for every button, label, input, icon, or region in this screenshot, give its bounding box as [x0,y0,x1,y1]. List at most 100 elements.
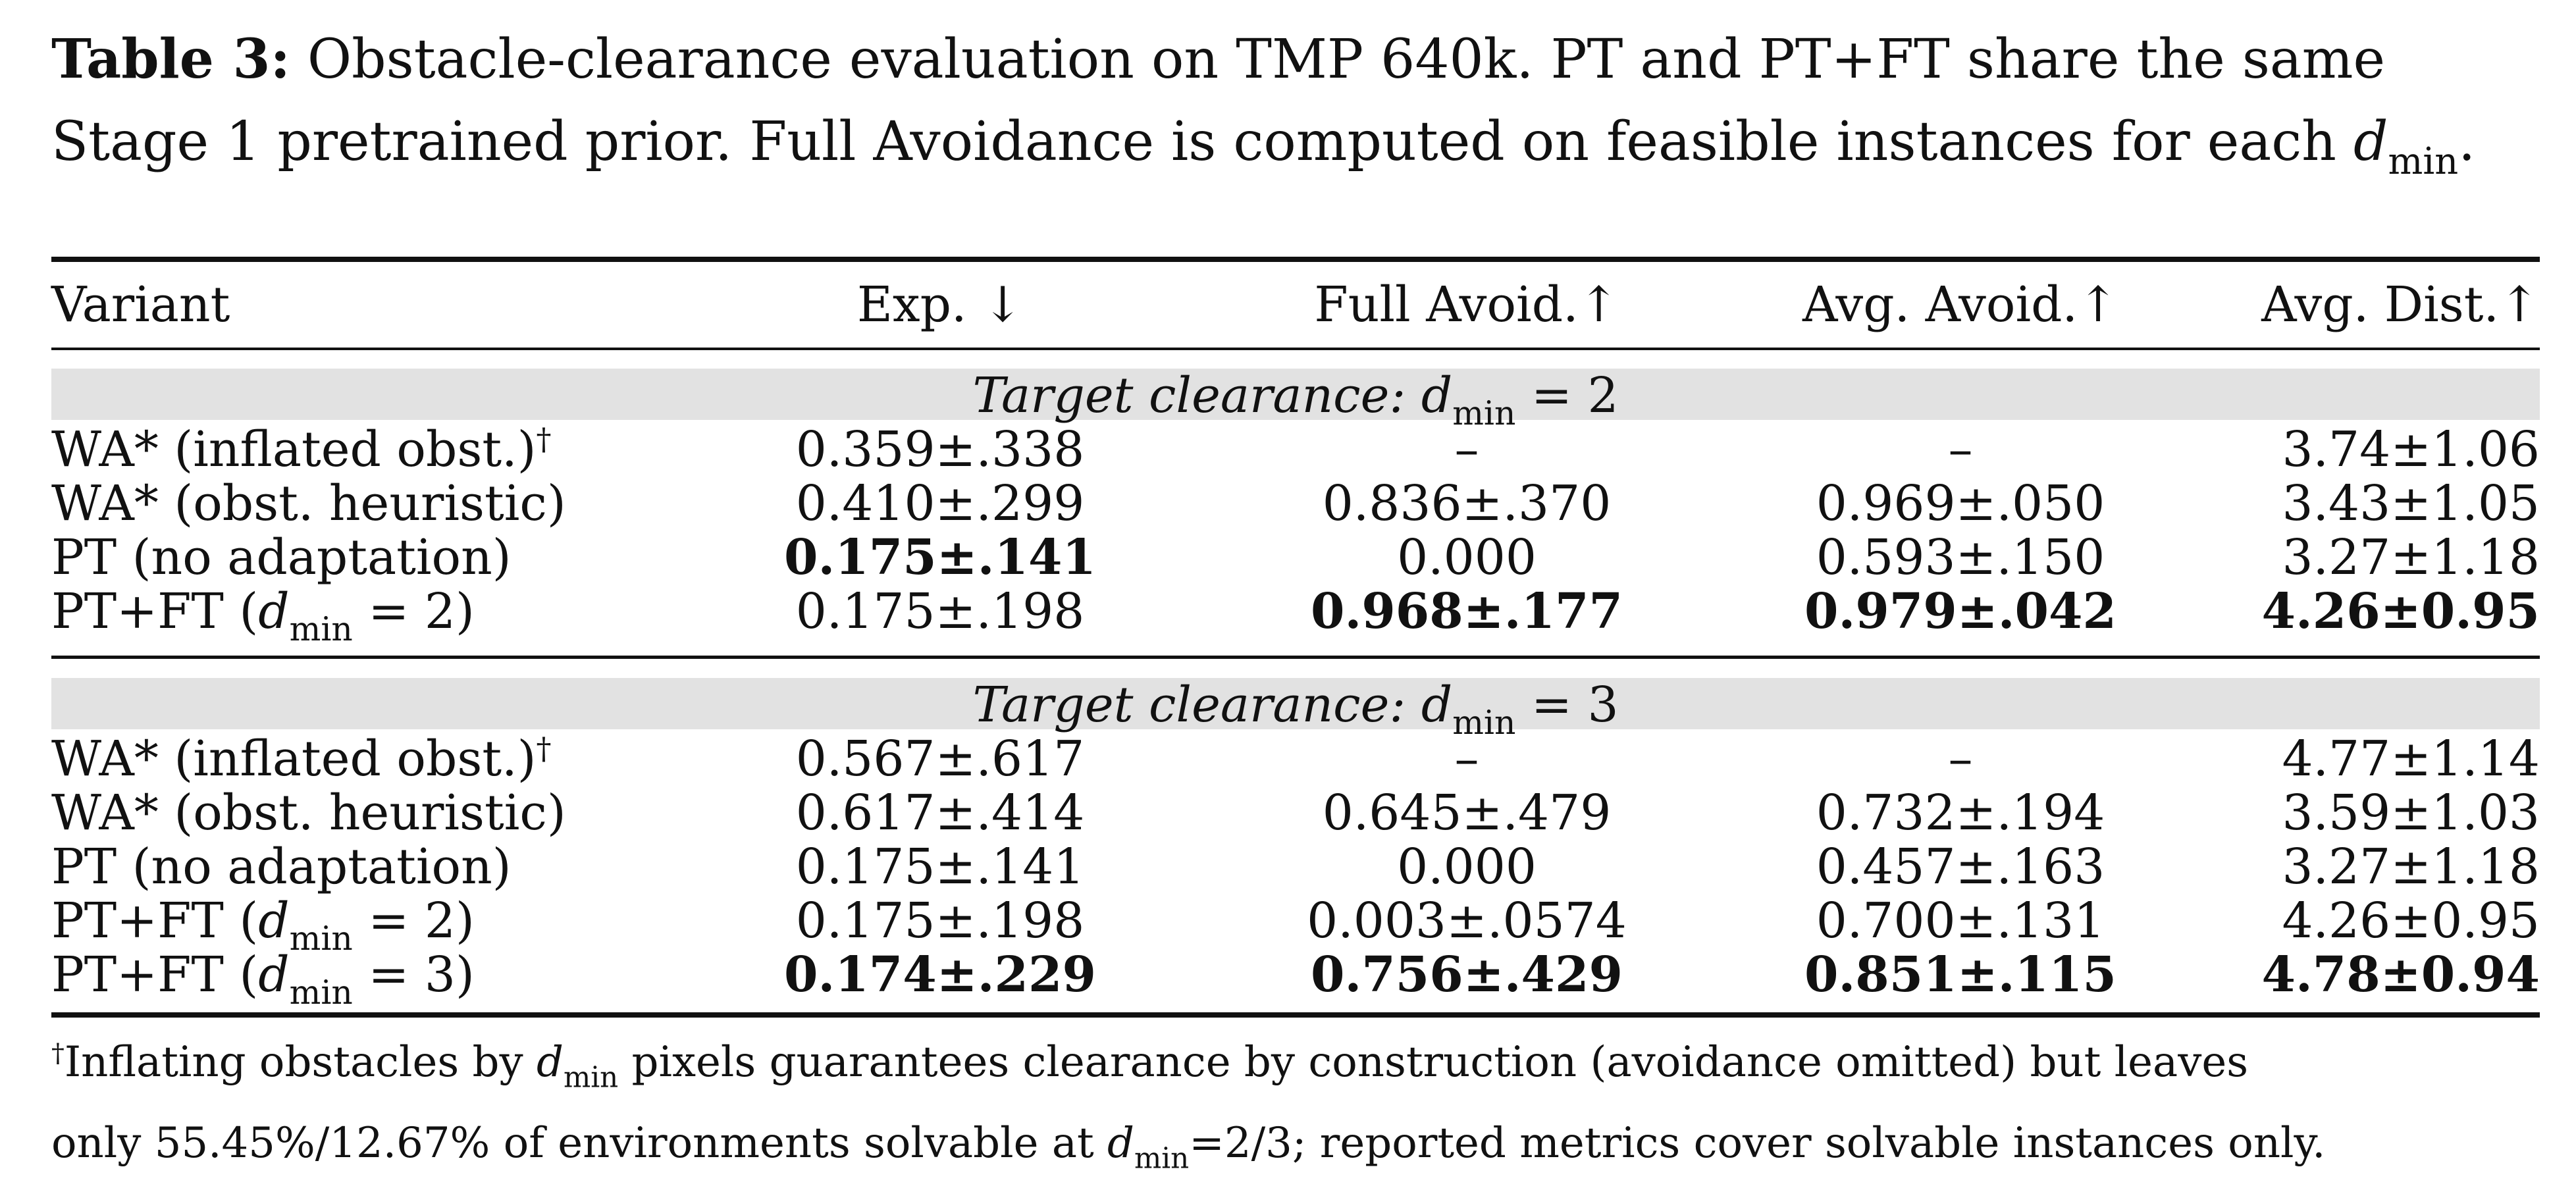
row-exp: 0.175±.141 [784,529,1096,586]
variant-math-sub: min [289,973,353,1012]
row-variant: PT+FT (dmin = 2) [51,893,475,958]
footnote-text-1-end: pixels guarantees clearance by construct… [631,1037,2249,1087]
variant-label-end: = 2) [352,583,475,640]
variant-math-d: d [258,583,290,640]
row-variant: PT (no adaptation) [51,839,512,895]
caption-line-1: Table 3: Obstacle-clearance evaluation o… [51,18,2553,101]
variant-math-sub: min [289,919,353,958]
row-avg-avoid: 0.593±.150 [1816,529,2105,586]
row-avg-dist: 3.59±1.03 [2282,785,2540,841]
group-title-1: Target clearance: dmin = 2 [51,367,2540,432]
variant-math-sub: min [289,609,353,649]
top-rule [51,257,2540,262]
group-title-1-d: d [1421,367,1453,424]
header-variant: Variant [51,276,230,333]
footnote-math-sub-1: min [563,1061,619,1095]
row-variant: PT+FT (dmin = 2) [51,583,475,648]
row-variant: PT+FT (dmin = 3) [51,946,475,1012]
row-avg-dist: 3.27±1.18 [2282,529,2540,586]
footnote-text-2: only 55.45%/12.67% of environments solva… [51,1119,1094,1168]
group-title-2-eq: = 3 [1531,677,1619,733]
bottom-rule [51,1012,2540,1018]
row-full-avoid: 0.000 [1397,529,1537,586]
row-variant: WA* (inflated obst.)† [51,421,551,478]
header-rule [51,348,2540,350]
row-avg-dist: 3.43±1.05 [2282,475,2540,532]
row-exp: 0.617±.414 [795,785,1085,841]
header-avg-avoid: Avg. Avoid.↑ [1802,276,2119,333]
group-band-1 [51,369,2540,420]
row-avg-avoid: 0.851±.115 [1804,946,2116,1003]
variant-label: PT+FT ( [51,893,259,949]
caption-text-1: Obstacle-clearance evaluation on TMP 640… [307,28,2386,91]
variant-math-d: d [258,946,290,1003]
footnote-line-1: †Inflating obstacles by dmin pixels guar… [51,1020,2540,1110]
group-band-2 [51,678,2540,729]
group-title-1-sub: min [1452,394,1516,433]
row-avg-dist: 3.27±1.18 [2282,839,2540,895]
footnote-math-d-2: d [1107,1119,1134,1168]
row-avg-avoid: 0.969±.050 [1816,475,2105,532]
row-exp: 0.410±.299 [795,475,1085,532]
row-exp: 0.174±.229 [784,946,1096,1003]
variant-label: PT+FT ( [51,946,259,1003]
row-avg-dist: 4.26±0.95 [2282,893,2540,949]
row-avg-dist: 3.74±1.06 [2282,421,2540,478]
caption-label: Table 3: [51,28,290,91]
group-title-2-sub: min [1452,703,1516,742]
row-variant: PT (no adaptation) [51,529,512,586]
dagger-mark: † [536,421,552,457]
row-avg-avoid: 0.457±.163 [1816,839,2105,895]
footnote-dagger: † [51,1038,65,1068]
row-exp: 0.175±.198 [795,583,1085,640]
group-title-2-text: Target clearance: [972,677,1406,733]
row-exp: 0.175±.198 [795,893,1085,949]
table-footnote: †Inflating obstacles by dmin pixels guar… [51,1020,2540,1192]
row-full-avoid: – [1454,421,1479,478]
row-full-avoid: 0.836±.370 [1322,475,1612,532]
row-full-avoid: 0.756±.429 [1311,946,1623,1003]
row-full-avoid: 0.645±.479 [1322,785,1612,841]
caption-math-sub: min [2388,140,2459,184]
row-full-avoid: 0.000 [1397,839,1537,895]
header-full-avoid: Full Avoid.↑ [1314,276,1619,333]
group-title-1-eq: = 2 [1531,367,1619,424]
group-title-2-d: d [1421,677,1453,733]
row-avg-avoid: 0.979±.042 [1804,583,2116,640]
row-full-avoid: – [1454,731,1479,787]
row-full-avoid: 0.003±.0574 [1307,893,1627,949]
row-avg-avoid: 0.732±.194 [1816,785,2105,841]
row-variant: WA* (obst. heuristic) [51,785,566,841]
row-avg-dist: 4.77±1.14 [2282,731,2540,787]
group-separator-rule [51,656,2540,659]
row-avg-dist: 4.26±0.95 [2261,583,2540,640]
row-full-avoid: 0.968±.177 [1311,583,1623,640]
variant-label: WA* (inflated obst.) [51,731,537,788]
caption-math-d: d [2353,111,2388,173]
row-avg-dist: 4.78±0.94 [2261,946,2540,1003]
row-variant: WA* (obst. heuristic) [51,475,566,532]
footnote-math-d-1: d [536,1037,564,1087]
footnote-text-2-end: =2/3; reported metrics cover solvable in… [1189,1119,2326,1168]
caption-text-2: Stage 1 pretrained prior. Full Avoidance… [51,111,2336,173]
header-exp: Exp. ↓ [856,276,1024,333]
caption-text-2-end: . [2458,111,2476,173]
row-avg-avoid: 0.700±.131 [1816,893,2105,949]
dagger-mark: † [536,731,552,766]
variant-label-end: = 2) [352,893,475,949]
row-exp: 0.567±.617 [795,731,1085,787]
group-title-1-text: Target clearance: [972,367,1406,424]
footnote-text-1: Inflating obstacles by [64,1037,523,1087]
row-avg-avoid: – [1948,421,1973,478]
row-exp: 0.175±.141 [795,839,1085,895]
row-avg-avoid: – [1948,731,1973,787]
header-avg-dist: Avg. Dist.↑ [2261,276,2540,333]
variant-math-d: d [258,893,290,949]
footnote-line-2: only 55.45%/12.67% of environments solva… [51,1110,2540,1192]
group-title-2: Target clearance: dmin = 3 [51,677,2540,742]
table-caption: Table 3: Obstacle-clearance evaluation o… [51,18,2553,203]
row-variant: WA* (inflated obst.)† [51,731,551,787]
variant-label: WA* (inflated obst.) [51,421,537,479]
variant-label-end: = 3) [352,946,475,1003]
